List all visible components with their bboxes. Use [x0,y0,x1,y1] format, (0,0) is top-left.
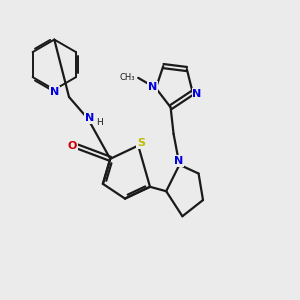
Text: O: O [67,141,77,151]
Text: N: N [148,82,157,92]
Text: S: S [137,138,145,148]
Text: CH₃: CH₃ [120,73,135,82]
Text: N: N [174,156,184,166]
Text: N: N [193,89,202,99]
Text: H: H [96,118,103,127]
Text: N: N [50,87,59,97]
Text: N: N [85,113,94,124]
